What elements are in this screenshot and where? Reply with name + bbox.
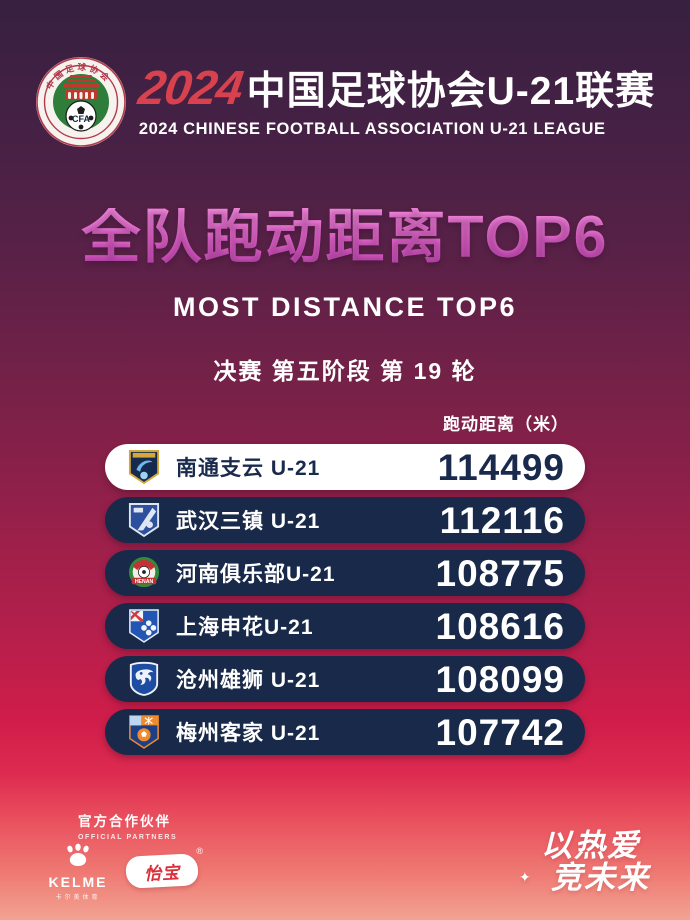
ranking-row-3: HENAN 河南俱乐部U-21 108775 [105, 550, 585, 596]
sparkle-icon: ✦ [519, 868, 533, 885]
distance-value: 112116 [439, 499, 565, 541]
cfa-emblem-icon: 中国足球协会 CFA [35, 57, 126, 147]
slogan-line-2-text: 竞未来 [551, 859, 650, 895]
partners-label-cn: 官方合作伙伴 [78, 814, 171, 829]
kelme-sub-label: 卡尔美体育 [55, 895, 101, 901]
yibao-wordmark: 怡宝 [143, 862, 181, 884]
shanghai-shenhua-crest-icon [127, 608, 161, 644]
team-name: 南通支云 U-21 [176, 457, 321, 480]
league-slogan: 以热爱 ✦ 竞未来 [519, 828, 650, 895]
slogan-line-2: ✦ 竞未来 [519, 859, 650, 895]
value-column-header: 跑动距离（米） [443, 415, 569, 434]
team-name: 沧州雄狮 U-21 [176, 669, 321, 692]
svg-text:HENAN: HENAN [135, 579, 154, 585]
ranking-row-2: 武汉三镇 U-21 112116 [105, 497, 585, 543]
distance-value: 108616 [435, 605, 565, 647]
kelme-paw-icon [67, 843, 89, 866]
header: 中国足球协会 CFA [0, 56, 690, 148]
ranking-list: 南通支云 U-21 114499 武汉三镇 U-21 112116 [105, 444, 585, 762]
cfa-emblem-text: CFA [72, 114, 91, 124]
distance-value: 108099 [435, 658, 565, 700]
meizhou-hakka-crest-icon [127, 714, 161, 750]
team-name: 梅州客家 U-21 [176, 722, 321, 745]
page-title: 全队跑动距离TOP6 [0, 208, 690, 267]
team-name: 河南俱乐部U-21 [176, 563, 336, 586]
ranking-row-6: 梅州客家 U-21 107742 [105, 709, 585, 755]
yibao-logo: 怡宝 ® [125, 846, 203, 889]
partners-label-en: OFFICIAL PARTNERS [78, 834, 178, 841]
distance-value: 108775 [435, 552, 565, 594]
distance-value: 114499 [437, 446, 565, 488]
header-title-cn: 中国足球协会U-21联赛 [246, 70, 656, 113]
registered-mark-icon: ® [196, 845, 204, 857]
slogan-line-1: 以热爱 [541, 828, 640, 863]
ranking-row-5: 沧州雄狮 U-21 108099 [105, 656, 585, 702]
nantong-zhiyun-crest-icon [127, 449, 161, 485]
official-partners-block: 官方合作伙伴 OFFICIAL PARTNERS [78, 810, 177, 841]
ranking-row-1: 南通支云 U-21 114499 [105, 444, 585, 490]
cangzhou-mighty-lions-crest-icon [127, 661, 161, 697]
header-title-en: 2024 CHINESE FOOTBALL ASSOCIATION U-21 L… [138, 120, 606, 138]
ranking-row-4: 上海申花U-21 108616 [105, 603, 585, 649]
header-year: 2024 [135, 62, 246, 115]
round-info: 决赛 第五阶段 第 19 轮 [213, 358, 477, 384]
page-subtitle: MOST DISTANCE TOP6 [172, 292, 518, 322]
header-text: 2024 中国足球协会U-21联赛 2024 CHINESE FOOTBALL … [135, 62, 656, 139]
kelme-logo: KELME 卡尔美体育 [42, 843, 114, 901]
team-name: 上海申花U-21 [176, 616, 314, 639]
kelme-wordmark: KELME [48, 874, 108, 890]
distance-value: 107742 [435, 711, 565, 753]
team-name: 武汉三镇 U-21 [176, 510, 321, 533]
wuhan-three-towns-crest-icon [127, 502, 161, 538]
henan-crest-icon: HENAN [127, 555, 161, 591]
